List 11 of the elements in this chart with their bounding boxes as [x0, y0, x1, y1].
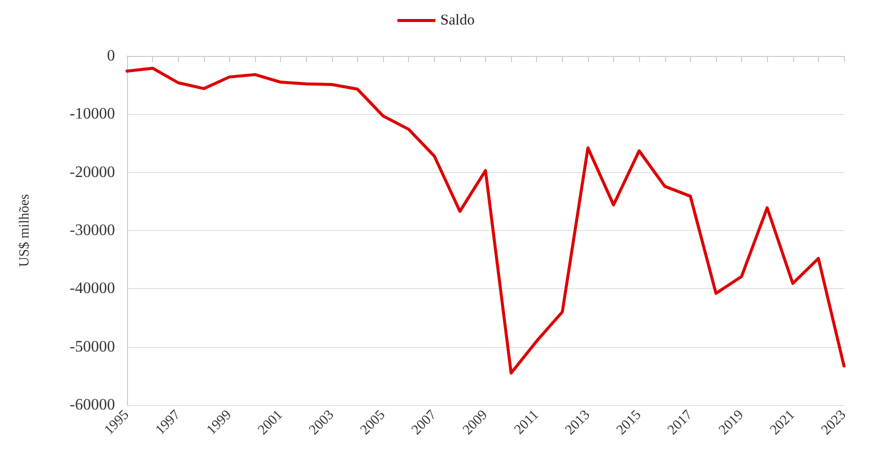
y-axis-title: US$ milhões — [18, 194, 32, 267]
y-tick-label: 0 — [107, 48, 115, 64]
line-series — [126, 66, 846, 375]
y-tick-label: -60000 — [70, 396, 115, 414]
y-tick-label: -30000 — [70, 222, 115, 239]
x-tick-label: 2011 — [512, 408, 542, 438]
y-tick-label: -10000 — [70, 106, 115, 123]
y-tick-label: -50000 — [70, 338, 115, 356]
legend-label: Saldo — [440, 12, 475, 28]
y-tick-label: -20000 — [70, 164, 115, 181]
y-tick-label: -40000 — [70, 280, 115, 298]
